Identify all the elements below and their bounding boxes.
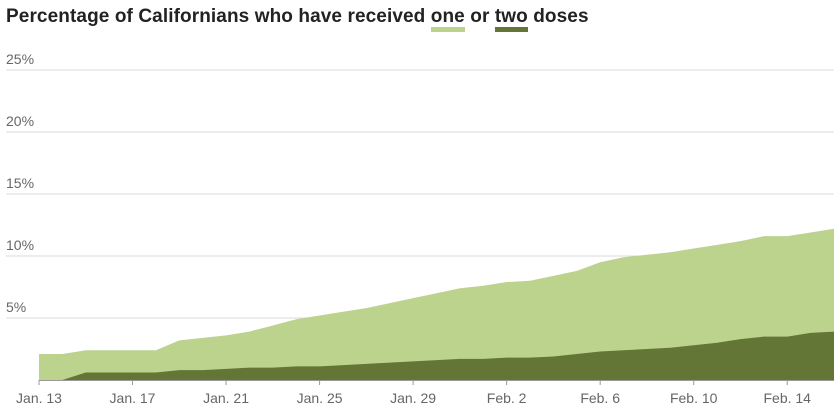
- y-tick-label: 20%: [6, 113, 34, 129]
- x-tick-label: Jan. 29: [390, 390, 436, 406]
- x-tick-label: Feb. 14: [763, 390, 811, 406]
- x-tick-label: Jan. 13: [16, 390, 62, 406]
- y-tick-label: 25%: [6, 51, 34, 67]
- tick-labels: 5% 10% 15% 20% 25% Jan. 13 Jan. 17 Jan. 21 Jan. …: [6, 51, 811, 406]
- y-tick-label: 5%: [6, 299, 26, 315]
- areas: [39, 228, 834, 380]
- series-two-area: [39, 331, 834, 380]
- y-tick-label: 10%: [6, 237, 34, 253]
- title-prefix: Percentage of Californians who have rece…: [6, 6, 431, 27]
- x-tick-label: Jan. 21: [203, 390, 249, 406]
- x-tick-label: Feb. 10: [670, 390, 718, 406]
- x-tick-label: Feb. 6: [580, 390, 620, 406]
- x-tick-label: Jan. 25: [297, 390, 343, 406]
- title-middle: or: [464, 6, 495, 27]
- y-tick-label: 15%: [6, 175, 34, 191]
- x-axis: [38, 380, 834, 385]
- title-suffix: doses: [527, 6, 589, 27]
- x-tick-label: Feb. 2: [487, 390, 527, 406]
- title-one-highlight: one: [430, 7, 465, 32]
- x-tick-label: Jan. 17: [110, 390, 156, 406]
- title-two-highlight: two: [494, 7, 528, 32]
- series-one-area: [39, 228, 834, 380]
- chart-title: Percentage of Californians who have rece…: [6, 6, 589, 32]
